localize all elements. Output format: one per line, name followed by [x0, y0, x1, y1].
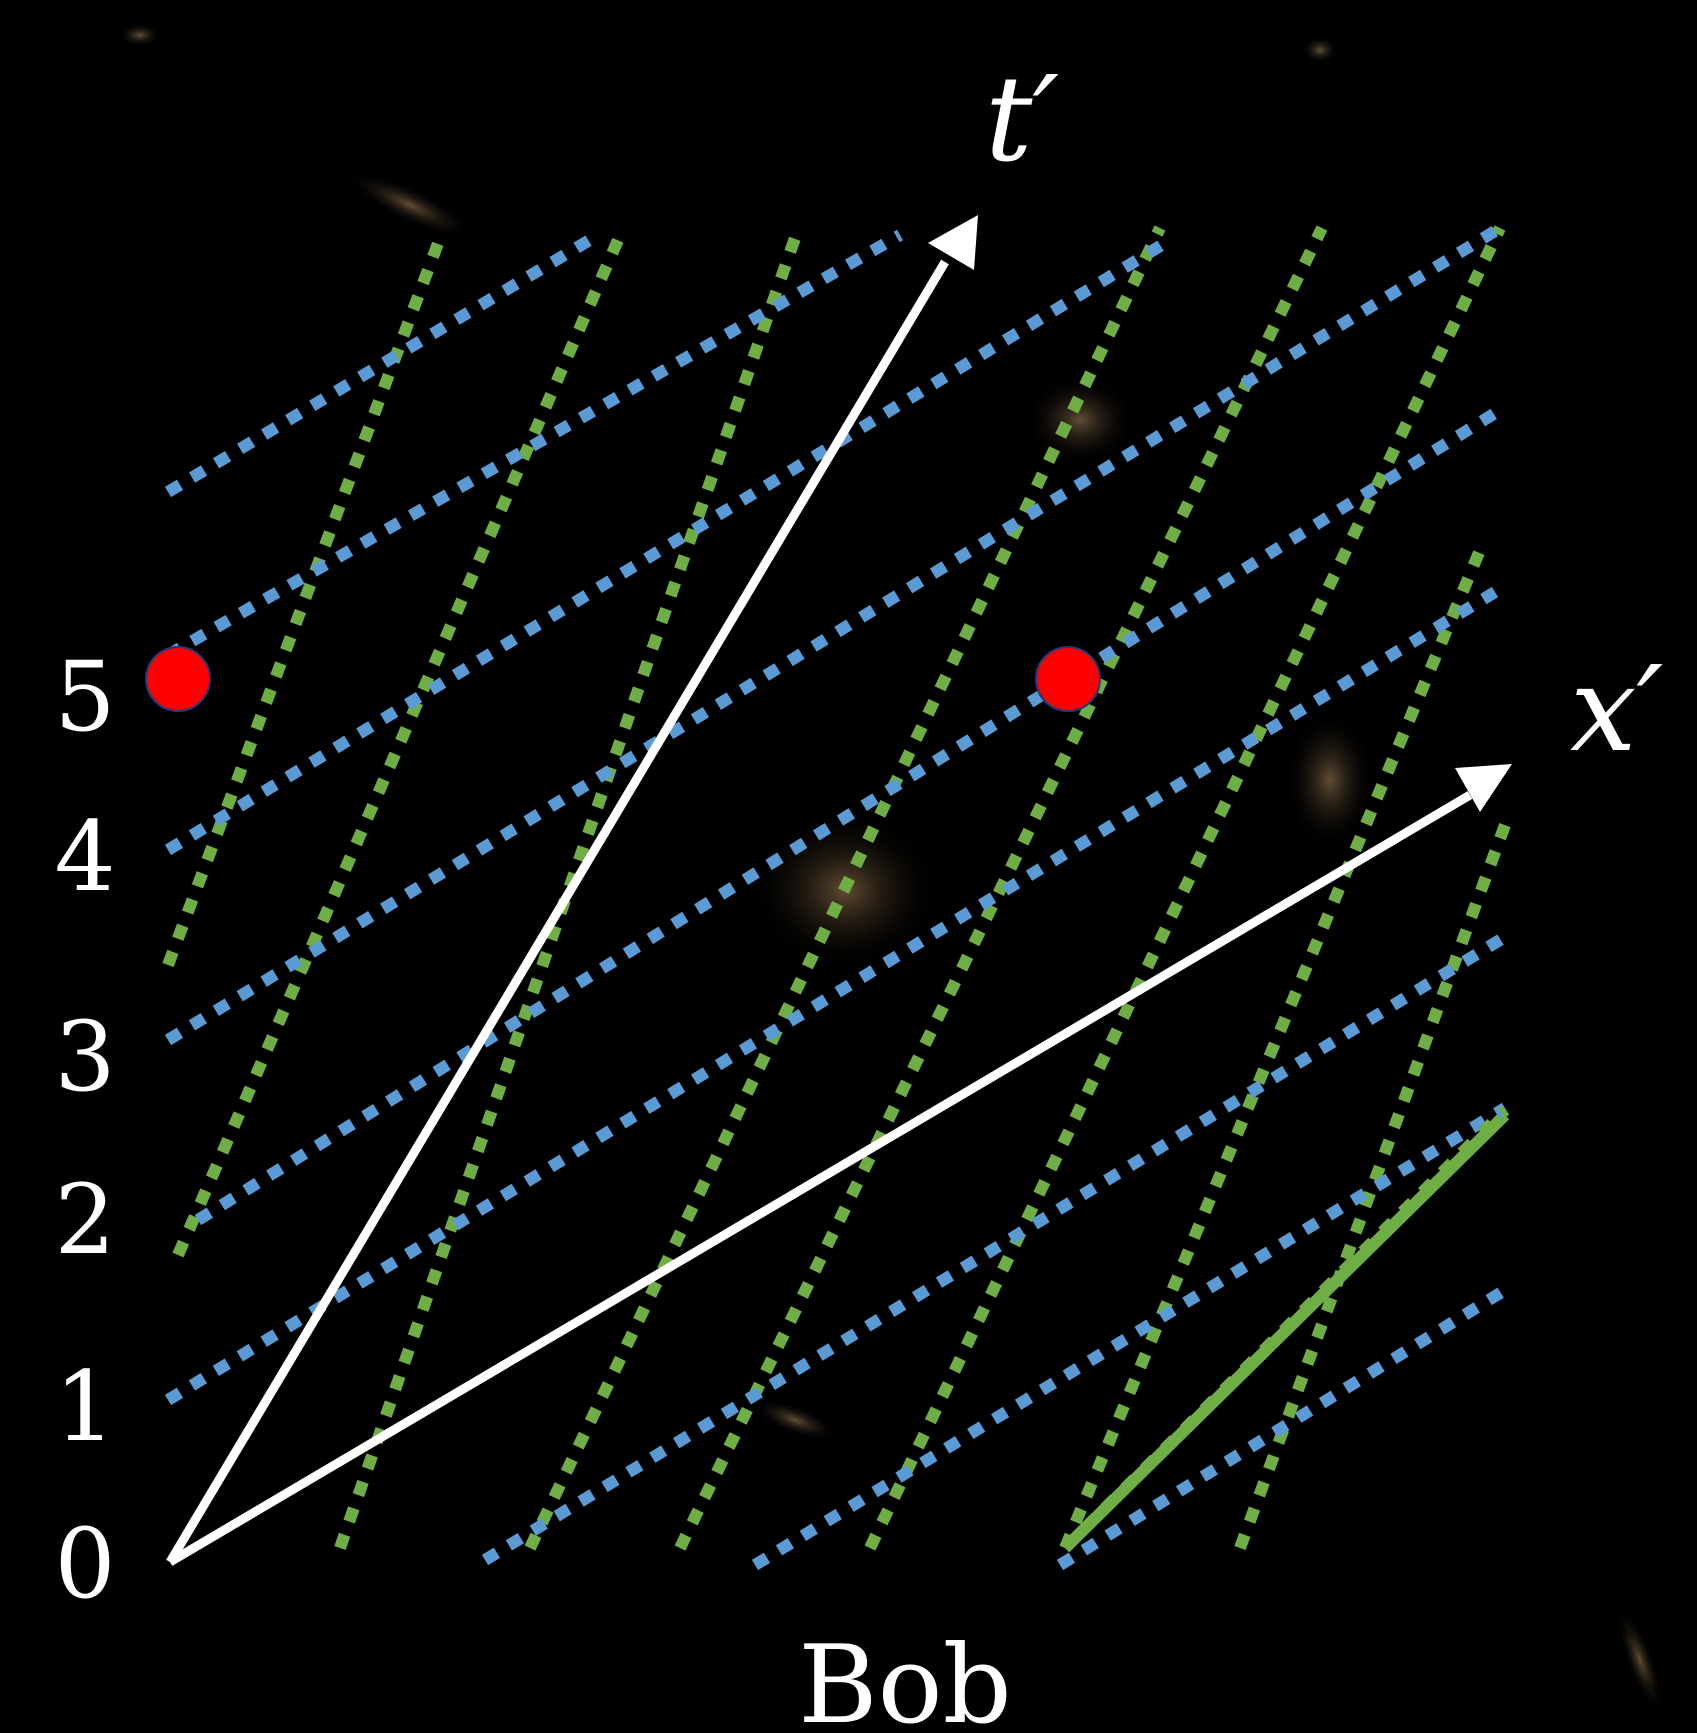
event-marker: [145, 646, 211, 712]
simultaneity-line: [164, 586, 1499, 1406]
simultaneity-line: [481, 929, 1512, 1566]
event-marker: [1035, 646, 1101, 712]
t-prime-axis-label: t′: [985, 50, 1059, 188]
simultaneity-line: [1056, 1284, 1509, 1571]
axes: [166, 215, 1512, 1566]
tick-label: 3: [54, 1001, 115, 1113]
simultaneity-lines: [164, 222, 1512, 1571]
tick-label: 4: [54, 801, 115, 913]
t-prime-axis-line: [166, 259, 949, 1565]
events: [145, 646, 1101, 712]
x-prime-axis-line: [167, 791, 1473, 1566]
x-prime-axis-arrowhead: [1455, 764, 1512, 812]
time-tick-labels: 0 1 2 3 4 5: [54, 641, 115, 1620]
simultaneity-line: [751, 1102, 1509, 1571]
tick-label: 5: [54, 641, 115, 753]
worldline: [1059, 547, 1486, 1551]
simultaneity-line: [194, 404, 1504, 1226]
worldline: [674, 225, 1328, 1551]
tick-label: 0: [54, 1508, 115, 1620]
t-prime-axis-arrowhead: [928, 215, 978, 270]
observer-label: Bob: [798, 1623, 1012, 1733]
tick-label: 2: [54, 1164, 115, 1276]
simultaneity-line: [164, 222, 1504, 1046]
simultaneity-line: [165, 229, 903, 661]
worldline: [334, 236, 801, 1550]
worldline: [864, 225, 1506, 1551]
worldline: [1060, 1105, 1510, 1553]
x-prime-axis-label: x′: [1570, 640, 1664, 778]
worldline: [524, 225, 1166, 1551]
tick-label: 1: [54, 1351, 115, 1463]
